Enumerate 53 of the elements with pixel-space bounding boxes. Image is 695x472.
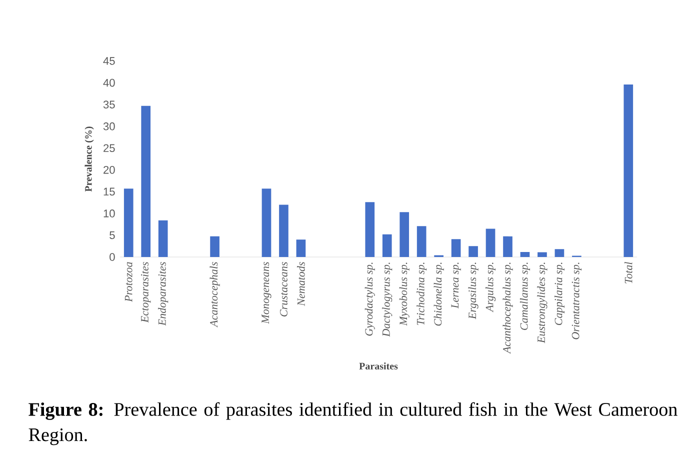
bar — [141, 106, 151, 257]
x-tick-label: Crustaceans — [280, 262, 288, 316]
y-tick-label: 0 — [110, 253, 115, 261]
x-tick-label: Trichodina sp. — [416, 262, 427, 325]
x-tick-label: Monogeneans — [262, 262, 272, 324]
bar — [624, 84, 634, 257]
x-axis-title: Parasites — [359, 362, 398, 370]
y-tick-label: 25 — [104, 144, 115, 152]
bar — [538, 252, 547, 257]
bar — [279, 204, 288, 257]
bar — [210, 236, 220, 257]
bar — [451, 239, 461, 257]
y-tick-label: 5 — [110, 231, 115, 240]
bar — [158, 220, 168, 257]
bar — [468, 246, 478, 257]
x-tick-label: Myxobolus sp. — [399, 262, 410, 326]
x-tick-label: Lernea sp. — [451, 262, 461, 309]
bar — [124, 188, 134, 257]
bar — [486, 228, 496, 257]
y-tick-label: 35 — [103, 100, 115, 108]
text: Figure 8: Prevalence of parasites identified in cultured fish in the West Cameroon Region. — [28, 402, 678, 446]
bar — [382, 234, 392, 257]
bar — [503, 236, 512, 257]
bar — [365, 202, 375, 257]
x-tick-label: Eustrongylides sp. — [537, 262, 548, 344]
x-tick-label: Dactylogyrus sp. — [382, 262, 392, 337]
x-tick-label: Ergasilus sp. — [468, 262, 478, 320]
y-tick-label: 10 — [104, 210, 115, 218]
bar — [416, 226, 426, 257]
x-tick-label: Endoparasites — [158, 262, 168, 326]
bar — [296, 240, 306, 257]
bar — [262, 188, 272, 257]
bar — [400, 212, 410, 257]
x-tick-label: Nematods — [297, 262, 305, 306]
x-tick-label: Camallanus sp. — [520, 262, 530, 330]
x-tick-label: Orientatractis sp. — [572, 262, 582, 340]
x-tick-label: Protozoa — [124, 262, 132, 302]
x-tick-label: Chidonella sp. — [434, 262, 444, 326]
x-tick-label: Cappilaria sp. — [554, 262, 564, 326]
x-tick-label: Ectoparasites — [141, 262, 151, 323]
y-tick-label: 30 — [103, 122, 115, 130]
y-axis-title: Prevalence (%) — [84, 126, 94, 192]
bar — [520, 252, 530, 257]
y-tick-label: 20 — [104, 166, 115, 174]
y-tick-label: 15 — [104, 188, 115, 196]
x-tick-label: Acantocephals — [210, 262, 220, 328]
y-tick-label: 45 — [103, 57, 115, 65]
x-tick-label: Gyrodactylus sp. — [364, 262, 375, 336]
x-tick-label: Total — [624, 262, 632, 284]
bar — [554, 249, 564, 257]
y-tick-label: 40 — [103, 78, 115, 87]
x-tick-label: Argulus sp. — [486, 262, 496, 312]
x-tick-label: Acanthocephalus sp. — [502, 262, 513, 354]
